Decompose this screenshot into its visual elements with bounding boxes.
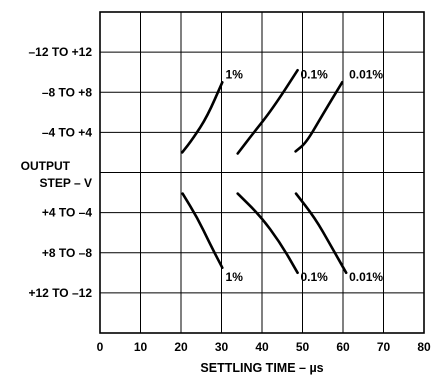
curve-falling-0-1pct — [236, 192, 299, 275]
y-axis-title-line-2: STEP – V — [40, 176, 92, 190]
x-tick-label: 70 — [377, 340, 391, 354]
x-axis-title: SETTLING TIME – µs — [200, 361, 323, 375]
y-tick-label: +12 TO –12 — [29, 286, 93, 300]
y-axis-title-line-1: OUTPUT — [21, 159, 71, 173]
y-tick-label: +4 TO –4 — [42, 206, 92, 220]
labels: OUTPUT STEP – V SETTLING TIME – µs 0 10 20… — [21, 45, 431, 375]
curve-annotation: 0.01% — [349, 67, 383, 81]
curve-annotation: 1% — [226, 67, 244, 81]
curve-annotation: 0.1% — [300, 270, 328, 284]
x-tick-label: 10 — [134, 340, 148, 354]
curve-rising-1pct — [180, 81, 224, 154]
curve-annotation: 0.1% — [300, 67, 328, 81]
x-tick-label: 60 — [336, 340, 350, 354]
y-tick-label: –8 TO +8 — [42, 85, 92, 99]
x-tick-label: 40 — [255, 340, 269, 354]
x-tick-label: 0 — [97, 340, 104, 354]
curves — [180, 68, 348, 275]
y-tick-label: –4 TO +4 — [42, 125, 92, 139]
x-tick-label: 80 — [417, 340, 431, 354]
curve-annotation: 0.01% — [349, 270, 383, 284]
y-tick-label: –12 TO +12 — [29, 45, 93, 59]
grid — [99, 11, 425, 334]
curve-annotation: 1% — [226, 270, 244, 284]
x-tick-label: 30 — [215, 340, 229, 354]
curve-rising-0-01pct — [294, 81, 344, 153]
plot-frame — [99, 11, 425, 334]
curve-rising-0-1pct — [236, 68, 299, 155]
x-tick-label: 50 — [296, 340, 310, 354]
curve-falling-0-01pct — [294, 192, 348, 275]
curve-falling-1pct — [181, 192, 224, 269]
x-tick-label: 20 — [174, 340, 188, 354]
y-tick-label: +8 TO –8 — [42, 246, 92, 260]
